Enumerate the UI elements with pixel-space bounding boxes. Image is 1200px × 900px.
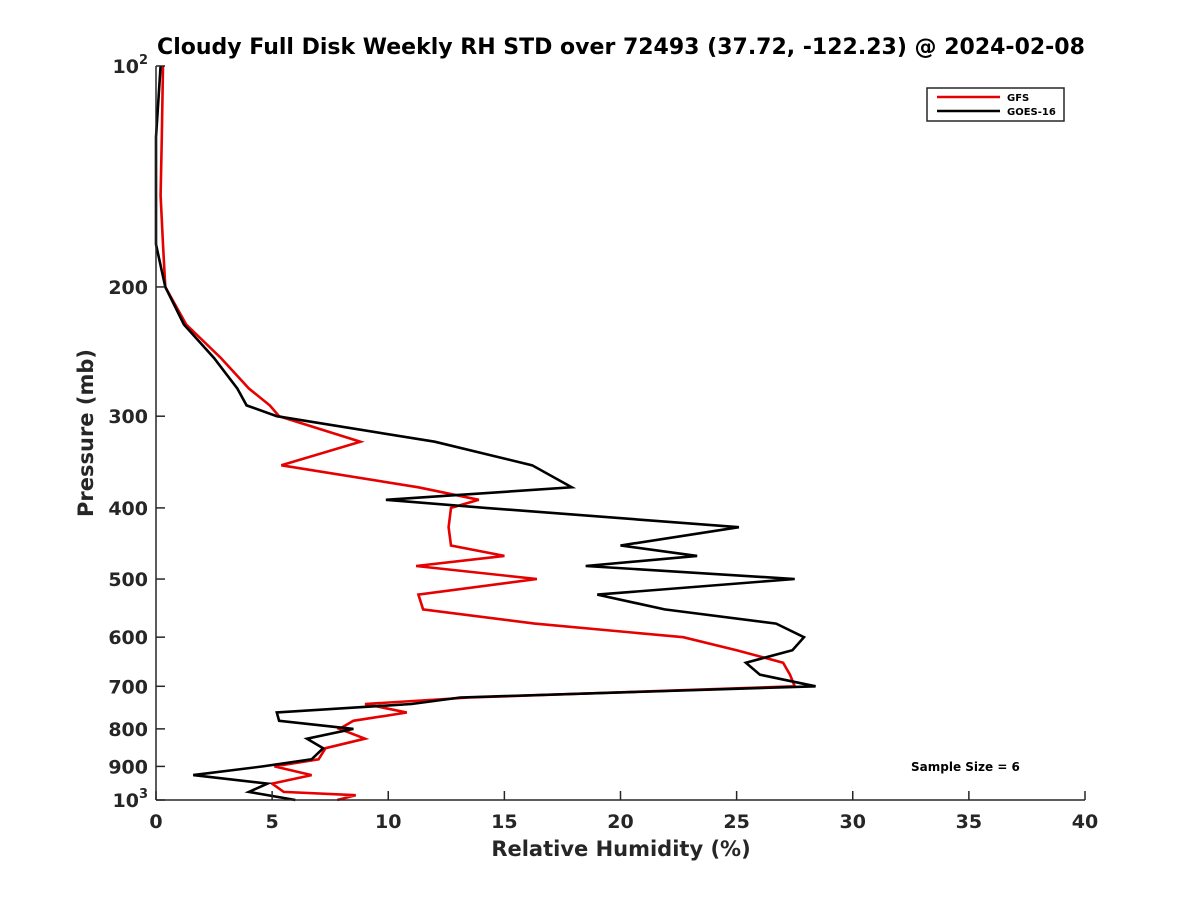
legend: GFS GOES-16	[926, 87, 1065, 122]
y-tick-label: 300	[108, 406, 148, 428]
series-line-goes16	[154, 65, 816, 802]
y-tick-label: 800	[108, 719, 148, 741]
y-tick-label: 700	[108, 676, 148, 698]
x-tick-label: 0	[149, 811, 162, 833]
legend-label-gfs: GFS	[1007, 93, 1029, 104]
x-tick-label: 10	[375, 811, 401, 833]
x-tick-label: 35	[956, 811, 982, 833]
sample-size-annotation: Sample Size = 6	[911, 760, 1020, 774]
y-tick-label: 900	[108, 756, 148, 778]
x-tick-label: 40	[1072, 811, 1098, 833]
y-tick-label: 400	[108, 498, 148, 520]
y-tick-label: 500	[108, 569, 148, 591]
x-axis-label: Relative Humidity (%)	[491, 837, 750, 861]
x-tick-label: 20	[607, 811, 633, 833]
y-tick-label: 200	[108, 277, 148, 299]
x-tick-label: 5	[266, 811, 279, 833]
x-tick-label: 15	[491, 811, 517, 833]
legend-box	[926, 87, 1065, 122]
legend-label-goes16: GOES-16	[1007, 107, 1056, 118]
x-tick-label: 25	[723, 811, 749, 833]
y-tick-label: 103	[113, 787, 149, 812]
series-line-gfs	[159, 65, 797, 802]
x-axis-ticks: 0 5 10 15 20 25 30 35 40	[149, 791, 1098, 833]
x-tick-label: 30	[840, 811, 866, 833]
chart-title: Cloudy Full Disk Weekly RH STD over 7249…	[157, 35, 1085, 60]
y-tick-label: 102	[113, 53, 149, 78]
series-layer	[154, 65, 816, 802]
plot-area: 0 5 10 15 20 25 30 35 40 102 200 300 400 500 600 700 80…	[108, 53, 1098, 833]
y-axis-ticks: 102 200 300 400 500 600 700 800 900 103	[108, 53, 165, 812]
y-axis-label: Pressure (mb)	[74, 349, 98, 517]
y-tick-label: 600	[108, 627, 148, 649]
